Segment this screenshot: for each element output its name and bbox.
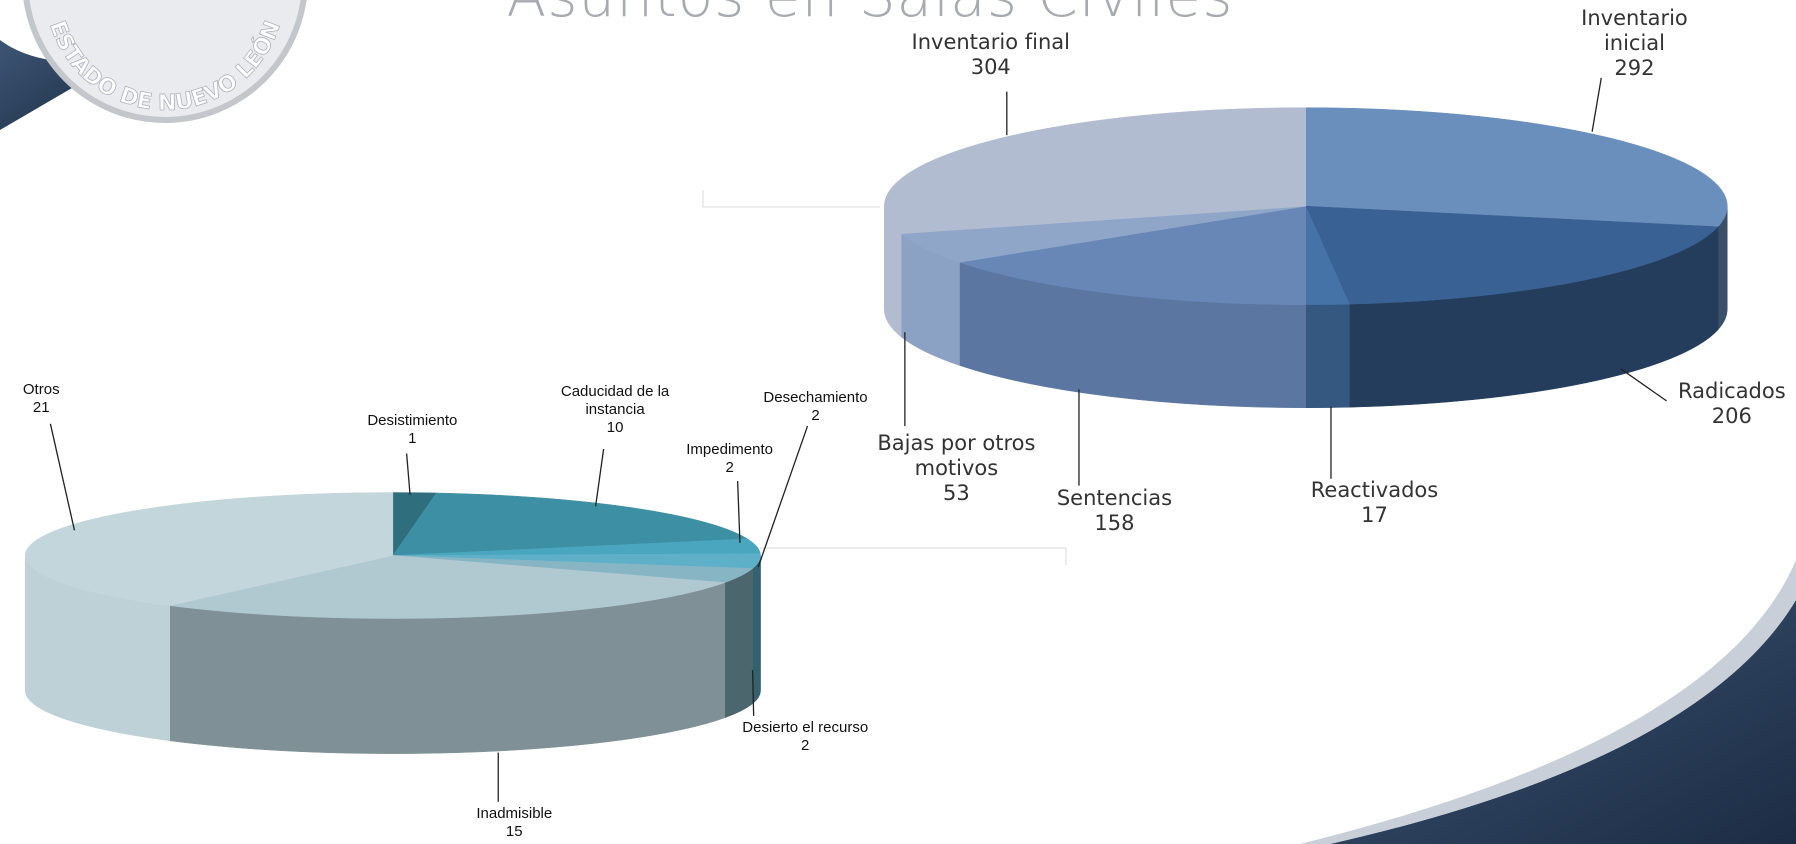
label-name: Otros [22,381,60,399]
swoosh-bottom [1330,600,1796,844]
label-value: 304 [970,54,1011,79]
data-label: Desierto el recurso 2 [719,719,891,755]
leader-line [594,448,605,507]
label-value: 1 [408,430,417,448]
leader-line [49,423,76,531]
label-name: Sentencias [1056,485,1173,510]
data-label: Caducidad de la instancia 10 [546,383,683,437]
leader-line [1591,77,1602,132]
label-name: Inadmisible [476,805,553,823]
data-label: Inventario final 304 [876,30,1105,80]
slice-top [169,555,725,619]
data-label: Desistimiento 1 [344,412,481,448]
slice-side [724,567,753,719]
label-value: 53 [943,481,970,506]
label-value: 206 [1711,404,1752,429]
slice-wall [1305,303,1350,409]
pie-sides [884,206,1728,409]
pie-tops [884,107,1728,305]
label-name: Impedimento [686,440,773,458]
pie-tops [25,492,761,619]
label-name: Inventario inicial [1581,5,1688,55]
label-value: 15 [505,823,523,841]
slice-top [25,492,394,606]
label-value: 292 [1614,56,1655,81]
leader-line [736,481,741,543]
data-label: Impedimento 2 [667,441,793,477]
data-label: Desechamiento 2 [747,389,884,425]
leader-line [757,425,809,568]
label-value: 21 [32,399,50,417]
leader-line [751,670,755,716]
slice-wall [752,555,761,705]
slice-top [1305,205,1719,305]
slide-title: Asuntos en Salas Civiles [507,0,1234,30]
data-label: Sentencias 158 [1029,486,1201,536]
slice-side [752,555,761,705]
label-name: Desierto el recurso [742,719,869,737]
label-value: 2 [725,458,734,476]
data-label: Inventario inicial 292 [1571,6,1697,82]
label-name: Desechamiento [763,389,868,407]
label-name: Desistimiento [367,412,458,430]
slice-wall [724,567,753,719]
label-value: 10 [606,418,624,436]
data-label: Inadmisible 15 [451,805,577,841]
label-name: Bajas por otros motivos [877,430,1036,480]
slice-top [959,205,1307,305]
data-label: Otros 21 [7,381,76,417]
label-name: Caducidad de la instancia [560,382,670,418]
leader-line [405,453,411,495]
label-value: 2 [801,737,810,755]
slice-top [884,107,1307,234]
logo [23,0,307,123]
label-name: Radicados [1677,379,1786,404]
label-name: Inventario final [911,29,1071,54]
label-name: Reactivados [1310,477,1439,502]
slice-top [392,492,749,556]
data-label: Reactivados 17 [1283,478,1466,528]
slice-side [1305,303,1350,409]
label-value: 17 [1361,502,1388,527]
label-value: 158 [1094,510,1135,535]
slice-top [1305,107,1728,228]
data-label: Bajas por otros motivos 53 [859,431,1054,507]
pie-sides [24,555,761,754]
label-value: 2 [811,407,820,425]
leader-line [1620,368,1667,402]
data-label: Radicados 206 [1652,379,1796,429]
